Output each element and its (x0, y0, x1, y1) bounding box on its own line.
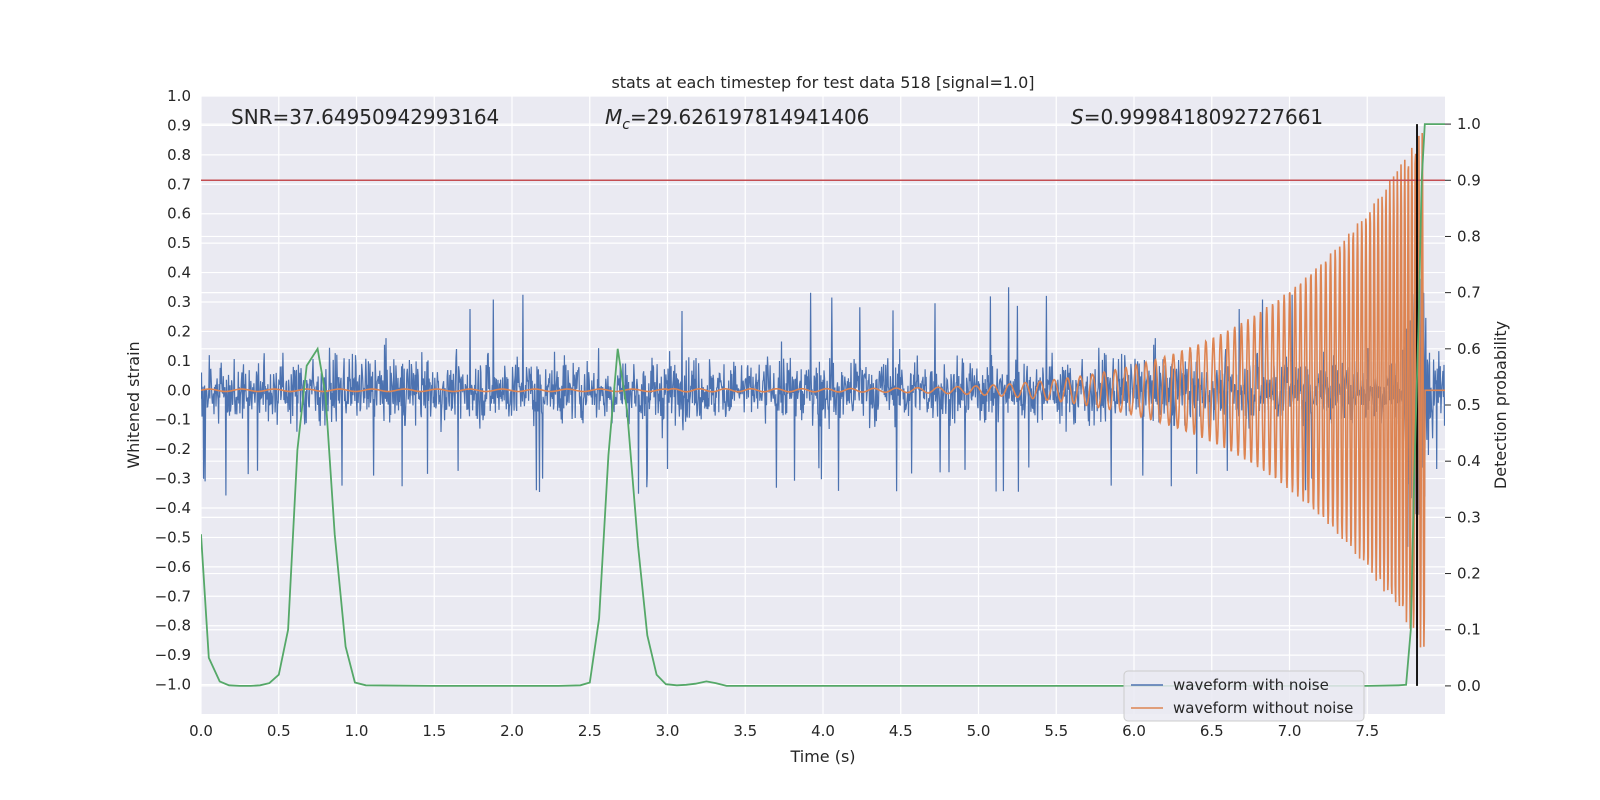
x-tick-label: 1.5 (422, 722, 446, 740)
annotation-mc: Mc=29.626197814941406 (605, 105, 869, 133)
x-tick-label: 4.0 (811, 722, 835, 740)
x-tick-label: 6.5 (1200, 722, 1224, 740)
x-tick-label: 6.0 (1122, 722, 1146, 740)
y-right-tick-label: 0.4 (1457, 452, 1481, 470)
y-right-tick-label: 0.2 (1457, 565, 1481, 583)
legend-box (1123, 670, 1365, 722)
y-right-tick-label: 0.9 (1457, 171, 1481, 189)
y-tick-label: 0.9 (167, 116, 191, 134)
y-right-tick-label: 0.7 (1457, 284, 1481, 302)
x-tick-label: 7.0 (1278, 722, 1302, 740)
y-right-tick-label: 1.0 (1457, 115, 1481, 133)
y-right-tick-labels: 1.0 0.9 0.8 0.7 0.6 0.5 0.4 0.3 0.2 0.1 0.0 (1445, 115, 1481, 695)
y-tick-label: 0.3 (167, 293, 191, 311)
grid-y (201, 95, 1445, 686)
x-tick-label: 5.0 (967, 722, 991, 740)
x-tick-label: 3.5 (733, 722, 757, 740)
y-tick-label: −0.3 (155, 470, 191, 488)
x-tick-label: 0.5 (267, 722, 291, 740)
y-tick-label: 0.4 (167, 264, 191, 282)
x-tick-label: 4.5 (889, 722, 913, 740)
x-tick-label: 1.0 (345, 722, 369, 740)
x-tick-label: 0.0 (189, 722, 213, 740)
y-tick-label: −0.6 (155, 558, 191, 576)
y-tick-label: −0.1 (155, 411, 191, 429)
y-axis-label: Whitened strain (124, 341, 143, 468)
annotation-s: S=0.9998418092727661 (1071, 105, 1323, 129)
series-line-detection-probability (201, 123, 1445, 687)
y-tick-label: −0.4 (155, 499, 191, 517)
y-right-axis-label: Detection probability (1491, 321, 1510, 489)
chart-title: stats at each timestep for test data 518… (611, 73, 1034, 92)
y-right-tick-label: 0.0 (1457, 677, 1481, 695)
x-tick-label: 2.0 (500, 722, 524, 740)
x-tick-labels: 0.0 0.5 1.0 1.5 2.0 2.5 3.0 3.5 4.0 4.5 5.0 5.5 6.0 6… (189, 722, 1379, 740)
y-tick-label: −0.5 (155, 528, 191, 546)
y-tick-label: −0.7 (155, 587, 191, 605)
y-right-tick-label: 0.5 (1457, 396, 1481, 414)
x-tick-label: 7.5 (1355, 722, 1379, 740)
legend-label-noise: waveform with noise (1173, 676, 1329, 694)
y-tick-label: −1.0 (155, 676, 191, 694)
y-tick-label: 0.5 (167, 234, 191, 252)
y-tick-label: −0.2 (155, 440, 191, 458)
series-line-waveform-with-noise (201, 247, 1445, 547)
y-tick-labels: 1.0 0.9 0.8 0.7 0.6 0.5 0.4 0.3 0.2 0.1 0.0 −0.1 −0.… (155, 87, 191, 694)
y-tick-label: 0.8 (167, 146, 191, 164)
y-tick-label: −0.8 (155, 617, 191, 635)
x-tick-label: 3.0 (656, 722, 680, 740)
x-axis-label: Time (s) (789, 747, 855, 766)
x-tick-label: 2.5 (578, 722, 602, 740)
y-tick-label: 0.2 (167, 322, 191, 340)
y-tick-label: 0.0 (167, 381, 191, 399)
annotation-snr: SNR=37.64950942993164 (231, 105, 499, 129)
y-tick-label: 0.1 (167, 352, 191, 370)
y-right-tick-label: 0.3 (1457, 508, 1481, 526)
legend-label-clean: waveform without noise (1173, 699, 1353, 717)
x-tick-label: 5.5 (1044, 722, 1068, 740)
series-line-waveform-without-noise (201, 132, 1445, 648)
y-tick-label: 0.7 (167, 175, 191, 193)
legend: waveform with noise waveform without noi… (1123, 670, 1365, 722)
y-tick-label: 1.0 (167, 87, 191, 105)
y-tick-label: 0.6 (167, 205, 191, 223)
y-tick-label: −0.9 (155, 646, 191, 664)
y-right-tick-label: 0.6 (1457, 340, 1481, 358)
y-right-tick-label: 0.1 (1457, 621, 1481, 639)
y-right-tick-label: 0.8 (1457, 227, 1481, 245)
